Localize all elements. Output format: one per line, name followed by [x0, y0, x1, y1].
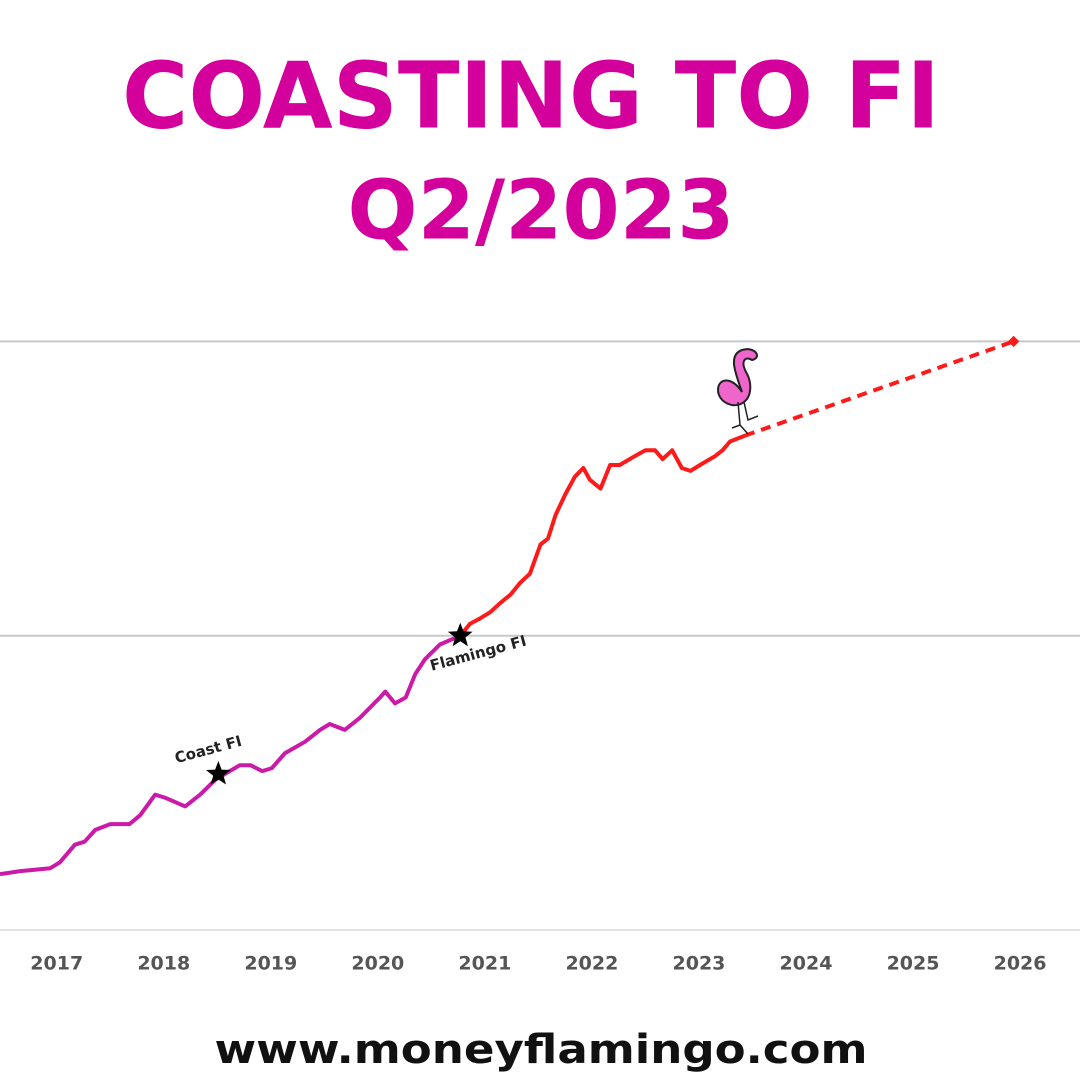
line-series — [744, 339, 1015, 438]
line-series — [0, 633, 462, 877]
x-tick-label: 2025 — [887, 953, 940, 975]
x-tick-label: 2021 — [458, 953, 511, 975]
annotation-label: Flamingo FI — [428, 632, 528, 675]
x-tick-label: 2023 — [673, 953, 726, 975]
x-tick-label: 2020 — [351, 953, 404, 975]
chart-subtitle: Q2/2023 — [348, 163, 735, 258]
x-tick-label: 2022 — [565, 953, 618, 975]
end-marker — [1007, 335, 1020, 348]
x-tick-label: 2026 — [994, 953, 1047, 975]
x-tick-label: 2017 — [30, 953, 83, 975]
line-series — [458, 433, 746, 637]
milestone-star — [447, 622, 473, 647]
footer: www.moneyflamingo.com — [215, 1027, 868, 1073]
milestone-star — [206, 761, 231, 785]
annotation-label: Coast FI — [173, 732, 244, 767]
chart-title: COASTING TO FI — [122, 42, 940, 149]
x-tick-label: 2024 — [780, 953, 833, 975]
x-tick-label: 2019 — [244, 953, 297, 975]
flamingo-doodle — [716, 348, 759, 435]
x-tick-label: 2018 — [137, 953, 190, 975]
